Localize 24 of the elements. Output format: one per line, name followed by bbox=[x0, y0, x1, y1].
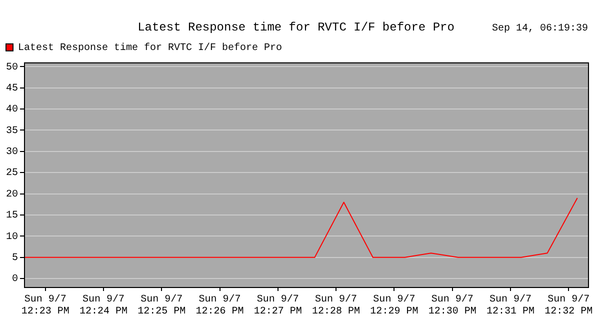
y-tick-label: 50 bbox=[6, 62, 18, 74]
y-tick-label: 45 bbox=[6, 83, 18, 94]
y-tick-label: 20 bbox=[6, 189, 18, 200]
y-tick-label: 15 bbox=[6, 210, 18, 222]
x-tick-label: Sun 9/7 12:23 PM bbox=[21, 294, 70, 318]
x-tick-label: Sun 9/7 12:25 PM bbox=[138, 294, 186, 318]
x-tick-label: Sun 9/7 12:24 PM bbox=[79, 294, 128, 318]
text: Sep 14, 06:19:39 bbox=[492, 24, 588, 35]
x-tick-label: Sun 9/7 12:28 PM bbox=[312, 294, 360, 318]
x-tick-label: Sun 9/7 12:31 PM bbox=[486, 294, 534, 318]
x-tick-label: Sun 9/7 12:32 PM bbox=[544, 294, 593, 318]
y-tick-label: 25 bbox=[6, 168, 18, 180]
x-tick-label: Sun 9/7 12:30 PM bbox=[428, 294, 476, 318]
x-tick-label: Sun 9/7 12:26 PM bbox=[196, 294, 244, 318]
legend-label: Latest Response time for RVTC I/F before Pro bbox=[18, 42, 282, 54]
y-tick-label: 5 bbox=[12, 252, 18, 264]
y-tick-label: 40 bbox=[6, 104, 18, 116]
y-tick-label: 0 bbox=[12, 274, 18, 286]
chart-title: Latest Response time for RVTC I/F before Pro bbox=[138, 20, 454, 34]
y-tick-label: 30 bbox=[6, 147, 18, 158]
y-tick-label: 10 bbox=[6, 232, 18, 243]
y-tick-label: 35 bbox=[6, 126, 18, 137]
x-tick-label: Sun 9/7 12:29 PM bbox=[370, 294, 418, 318]
x-tick-label: Sun 9/7 12:27 PM bbox=[254, 294, 302, 318]
